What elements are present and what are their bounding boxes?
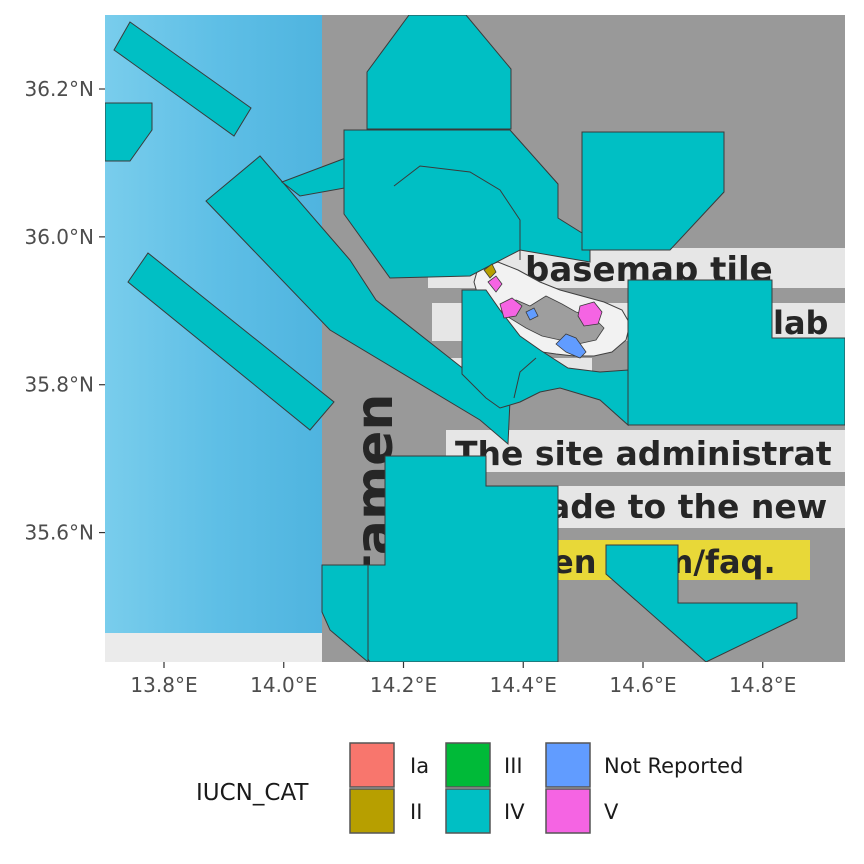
protected-area-not-reported (525, 307, 539, 321)
y-tick-label: 35.8°N (25, 373, 95, 397)
x-tick-label: 14.4°E (490, 673, 557, 697)
legend-label-not-reported: Not Reported (604, 754, 743, 778)
x-tick-label: 14.6°E (609, 673, 676, 697)
legend-item-v: V (545, 788, 619, 834)
protected-area-not-reported (555, 333, 587, 359)
x-tick-label: 14.2°E (370, 673, 437, 697)
x-axis: 13.8°E 14.0°E 14.2°E 14.4°E 14.6°E 14.8°E (130, 662, 796, 697)
legend-label-iv: IV (504, 800, 525, 824)
protected-area-v (499, 297, 523, 319)
legend-key-ii (349, 788, 395, 834)
protected-area (205, 155, 511, 446)
iucn-small-areas (483, 263, 603, 359)
protected-area-v (487, 275, 503, 293)
y-tick-label: 36.2°N (25, 77, 95, 101)
legend-label-ia: Ia (410, 754, 429, 778)
protected-area (605, 544, 798, 662)
y-tick-label: 36.0°N (25, 225, 95, 249)
legend-key-not-reported (545, 742, 591, 788)
legend-key-ia (349, 742, 395, 788)
legend-item-not-reported: Not Reported (545, 742, 743, 788)
iucn-iv-areas (105, 15, 845, 662)
legend-title: IUCN_CAT (196, 780, 309, 806)
legend-item-ia: Ia (349, 742, 429, 788)
error-line-3: ilab (762, 304, 828, 342)
protected-area (127, 252, 335, 431)
legend-label-iii: III (504, 754, 523, 778)
legend-item-ii: II (349, 788, 422, 834)
protected-area (581, 131, 725, 251)
protected-area (366, 15, 512, 130)
error-line-5: The site administrat (455, 434, 832, 473)
protected-area-outline (393, 165, 537, 399)
legend-item-iv: IV (445, 788, 525, 834)
error-line-8: m/faq. (660, 543, 776, 581)
x-tick-label: 14.8°E (729, 673, 796, 697)
y-axis: 36.2°N 36.0°N 35.8°N 35.6°N (25, 77, 105, 545)
legend-item-iii: III (445, 742, 523, 788)
protected-area (321, 564, 369, 662)
legend-label-v: V (604, 800, 619, 824)
x-tick-label: 14.0°E (250, 673, 317, 697)
error-line-6: ade to the new (548, 487, 827, 526)
map-panel: basemap tile longer ilab a The site admi… (105, 15, 845, 662)
legend-label-ii: II (410, 800, 422, 824)
protected-area (461, 289, 629, 427)
protected-area (105, 102, 153, 162)
error-line-7: en (552, 543, 596, 581)
legend-key-iii (445, 742, 491, 788)
protected-area (113, 21, 252, 137)
protected-area (343, 129, 591, 279)
y-tick-label: 35.6°N (25, 521, 95, 545)
protected-area-v (577, 301, 603, 327)
legend: IUCN_CAT Ia II III IV Not Reported V (196, 742, 743, 834)
x-tick-label: 13.8°E (130, 673, 197, 697)
protected-area-ii (483, 263, 497, 279)
legend-key-v (545, 788, 591, 834)
legend-key-iv (445, 788, 491, 834)
